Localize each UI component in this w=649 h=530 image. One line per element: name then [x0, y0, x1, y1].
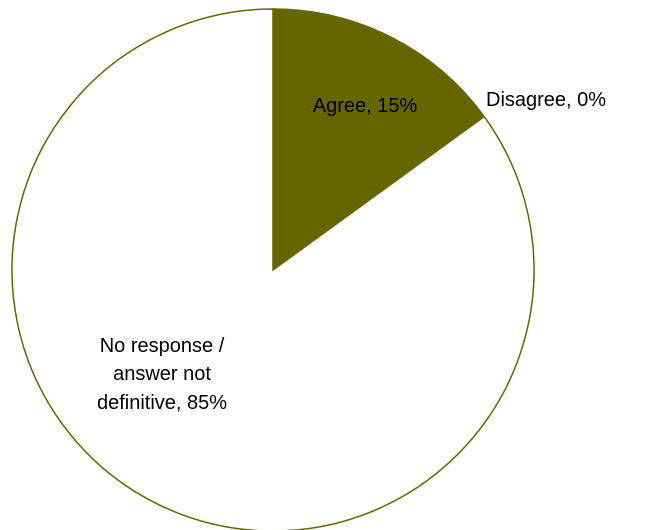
pie-slice-agree	[272, 8, 486, 272]
slice-label-no-response-line-2: answer not	[113, 363, 211, 385]
pie-slices	[11, 8, 535, 530]
slice-label-agree: Agree, 15%	[313, 95, 418, 117]
slice-label-disagree: Disagree, 0%	[486, 89, 606, 111]
pie-slice-no-response-answer-not-definitive	[11, 8, 535, 530]
slice-label-no-response-line-1: No response /	[100, 335, 225, 357]
slice-label-no-response-line-3: definitive, 85%	[97, 392, 227, 414]
pie-labels: Agree, 15% Disagree, 0% No response / an…	[97, 89, 606, 414]
